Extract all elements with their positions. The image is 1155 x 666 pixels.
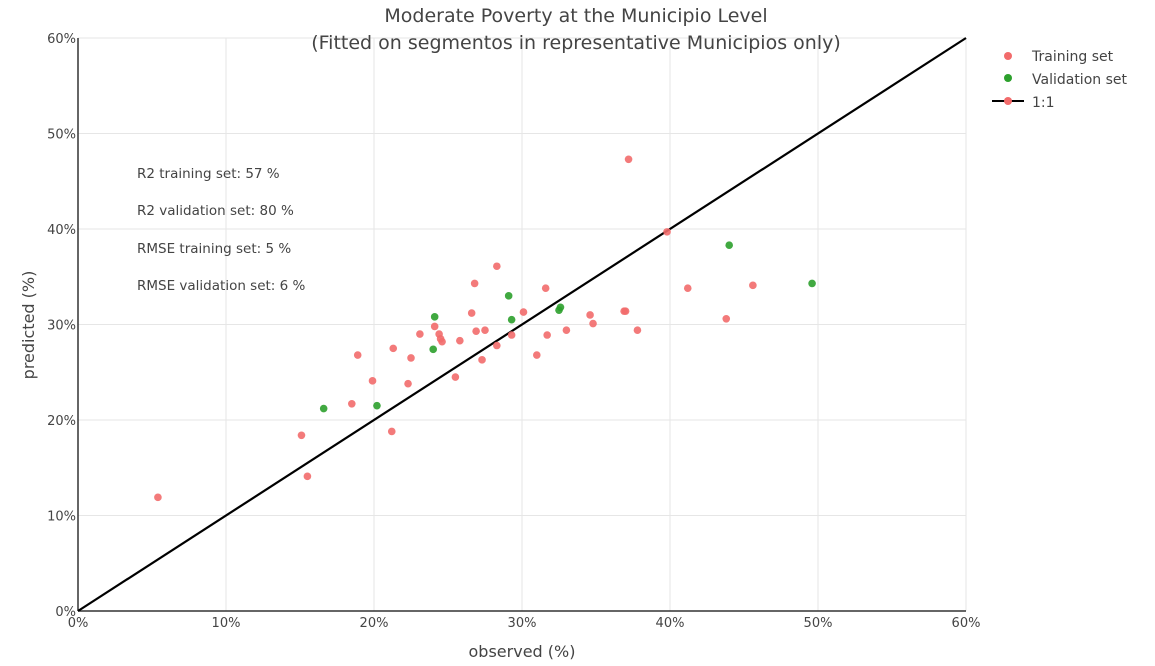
x-tick-label: 60% [952, 616, 981, 631]
training-point[interactable] [456, 336, 464, 345]
validation-point[interactable] [504, 292, 513, 300]
training-point[interactable] [478, 356, 486, 364]
y-tick-label: 50% [47, 128, 76, 143]
y-tick-label: 10% [47, 510, 76, 525]
validation-point[interactable] [507, 315, 516, 324]
training-point[interactable] [519, 308, 528, 316]
training-point[interactable] [416, 330, 424, 338]
training-point[interactable] [387, 427, 396, 436]
training-point[interactable] [683, 284, 692, 293]
training-point[interactable] [663, 228, 671, 236]
chart-title: Moderate Poverty at the Municipio Level [384, 5, 767, 27]
training-point[interactable] [493, 262, 501, 271]
training-point[interactable] [154, 493, 162, 502]
training-point[interactable] [633, 326, 642, 335]
annotation-r2-validation: R2 validation set: 80 % [137, 203, 294, 219]
axes [77, 38, 966, 612]
training-point[interactable] [543, 331, 551, 339]
training-point[interactable] [297, 431, 306, 440]
validation-point[interactable] [373, 401, 381, 410]
x-tick-label: 30% [508, 616, 537, 631]
training-point[interactable] [562, 326, 571, 335]
annotation-r2-training: R2 training set: 57 % [137, 166, 280, 182]
legend-marker-training [1004, 52, 1012, 60]
training-point[interactable] [404, 379, 412, 388]
legend-marker-one-to-one [1004, 97, 1012, 105]
legend-label-one-to-one: 1:1 [1032, 95, 1055, 111]
x-tick-label: 50% [804, 616, 833, 631]
x-tick-label: 0% [68, 616, 89, 631]
annotation-rmse-training: RMSE training set: 5 % [137, 241, 291, 257]
training-point[interactable] [430, 322, 439, 331]
training-point[interactable] [586, 311, 594, 319]
training-point[interactable] [303, 472, 312, 481]
x-axis-title: observed (%) [469, 642, 576, 661]
validation-point[interactable] [429, 345, 438, 354]
legend-label-training: Training set [1031, 49, 1114, 65]
training-point[interactable] [353, 351, 362, 359]
one-to-one-reference-line [77, 37, 967, 612]
y-tick-label: 40% [47, 223, 76, 238]
training-point[interactable] [407, 354, 415, 362]
training-point[interactable] [749, 281, 757, 290]
y-tick-label: 20% [47, 414, 76, 429]
training-point[interactable] [348, 399, 356, 408]
legend-marker-validation [1004, 74, 1012, 82]
training-point[interactable] [507, 331, 516, 339]
legend-label-validation: Validation set [1032, 72, 1127, 88]
validation-point[interactable] [430, 313, 439, 321]
y-axis-title: predicted (%) [19, 271, 38, 380]
legend-item-validation[interactable]: Validation set [1004, 72, 1127, 88]
training-point[interactable] [472, 327, 480, 335]
x-tick-label: 40% [656, 616, 685, 631]
training-point[interactable] [470, 279, 479, 288]
legend-item-training[interactable]: Training set [1004, 49, 1114, 65]
training-point[interactable] [451, 373, 460, 381]
data-points [154, 155, 816, 502]
training-point[interactable] [533, 351, 541, 359]
training-point[interactable] [389, 344, 398, 353]
validation-point[interactable] [725, 241, 733, 250]
one-to-one-line [77, 37, 967, 612]
annotation-rmse-validation: RMSE validation set: 6 % [137, 278, 306, 294]
training-point[interactable] [541, 284, 550, 293]
validation-point[interactable] [319, 404, 328, 413]
training-point[interactable] [481, 326, 489, 335]
legend[interactable]: Training set Validation set 1:1 [992, 49, 1127, 111]
training-point[interactable] [467, 309, 476, 317]
training-point[interactable] [368, 377, 377, 385]
validation-point[interactable] [556, 303, 565, 312]
validation-point[interactable] [808, 279, 816, 288]
y-tick-label: 30% [47, 319, 76, 334]
training-point[interactable] [624, 155, 633, 164]
y-tick-label: 60% [47, 32, 76, 47]
y-tick-labels: 0% 10% 20% 30% 40% 50% 60% [47, 32, 76, 620]
training-point[interactable] [722, 314, 731, 323]
x-tick-label: 10% [212, 616, 241, 631]
training-point[interactable] [589, 319, 597, 328]
legend-item-one-to-one[interactable]: 1:1 [992, 95, 1055, 111]
training-point[interactable] [438, 337, 446, 346]
y-tick-label: 0% [55, 605, 76, 620]
training-point[interactable] [621, 307, 630, 315]
training-point[interactable] [493, 341, 501, 350]
chart-subtitle: (Fitted on segmentos in representative M… [311, 32, 841, 54]
x-tick-labels: 0% 10% 20% 30% 40% 50% 60% [68, 616, 981, 631]
x-tick-label: 20% [360, 616, 389, 631]
